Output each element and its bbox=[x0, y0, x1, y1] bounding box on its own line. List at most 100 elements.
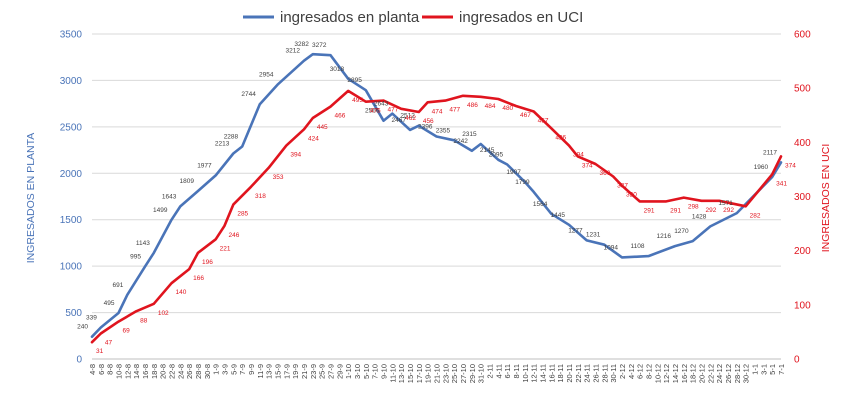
x-tick-label: 20-12 bbox=[698, 364, 707, 383]
data-label-planta: 1094 bbox=[604, 244, 619, 251]
data-label-uci: 353 bbox=[273, 174, 284, 181]
data-label-planta: 1270 bbox=[674, 228, 689, 235]
data-label-uci: 360 bbox=[600, 170, 611, 177]
data-label-uci: 292 bbox=[706, 207, 717, 214]
x-tick-label: 22-11 bbox=[574, 364, 583, 383]
x-tick-label: 29-9 bbox=[335, 364, 344, 379]
data-label-planta: 1564 bbox=[533, 201, 548, 208]
x-tick-label: 23-9 bbox=[309, 364, 318, 379]
x-tick-label: 16-12 bbox=[680, 364, 689, 383]
data-label-uci: 320 bbox=[626, 192, 637, 199]
x-tick-label: 10-11 bbox=[521, 364, 530, 383]
data-label-uci: 337 bbox=[617, 182, 628, 189]
x-tick-label: 28-12 bbox=[733, 364, 742, 383]
x-tick-label: 18-12 bbox=[689, 364, 698, 383]
x-tick-label: 2-11 bbox=[486, 364, 495, 378]
series-line-uci bbox=[90, 89, 783, 344]
x-tick-label: 6-8 bbox=[97, 364, 106, 375]
data-label-uci: 456 bbox=[423, 118, 434, 125]
y-tick-right: 100 bbox=[794, 300, 811, 311]
x-tick-label: 11-9 bbox=[256, 364, 265, 378]
x-tick-label: 13-10 bbox=[397, 364, 406, 383]
y-axis-title-left: INGRESADOS EN PLANTA bbox=[25, 133, 37, 264]
x-tick-label: 5-10 bbox=[362, 364, 371, 379]
y-tick-left: 3500 bbox=[60, 30, 83, 41]
x-tick-label: 1-9 bbox=[212, 364, 221, 375]
data-label-planta: 2512 bbox=[400, 113, 415, 120]
y-tick-right: 500 bbox=[794, 84, 811, 95]
data-label-uci: 291 bbox=[670, 207, 681, 214]
data-label-uci: 341 bbox=[776, 180, 787, 187]
x-tick-label: 1-1 bbox=[751, 364, 760, 375]
y-tick-right: 200 bbox=[794, 246, 811, 257]
data-label-planta: 3018 bbox=[330, 66, 345, 73]
legend: ingresados en planta ingresados en UCI bbox=[243, 9, 583, 26]
x-tick-label: 15-9 bbox=[274, 364, 283, 379]
x-tick-label: 19-9 bbox=[291, 364, 300, 379]
data-label-uci: 445 bbox=[317, 124, 328, 131]
data-label-uci: 298 bbox=[688, 204, 699, 211]
data-labels: 2403394956919951143149916431809197722132… bbox=[77, 41, 796, 355]
y-tick-right: 300 bbox=[794, 192, 811, 203]
x-tick-label: 10-12 bbox=[653, 364, 662, 383]
x-tick-label: 28-11 bbox=[600, 364, 609, 383]
left-axis-ticks: 0 500 1000 1500 2000 2500 3000 3500 bbox=[60, 30, 83, 366]
data-label-uci: 374 bbox=[785, 162, 796, 169]
y-axis-title-right: INGRESADOS EN UCI bbox=[820, 144, 832, 253]
data-label-uci: 480 bbox=[502, 105, 513, 112]
data-label-uci: 102 bbox=[158, 310, 169, 317]
y-tick-left: 1000 bbox=[60, 262, 83, 273]
data-label-planta: 691 bbox=[112, 282, 123, 289]
x-tick-label: 15-10 bbox=[406, 364, 415, 383]
x-tick-label: 11-10 bbox=[388, 364, 397, 383]
data-label-planta: 1143 bbox=[136, 240, 150, 247]
x-tick-label: 5-1 bbox=[768, 364, 777, 375]
data-label-planta: 2467 bbox=[392, 117, 407, 124]
x-tick-label: 24-11 bbox=[583, 364, 592, 383]
data-label-uci: 140 bbox=[176, 289, 187, 296]
y-tick-right: 600 bbox=[794, 30, 811, 41]
data-label-uci: 285 bbox=[237, 211, 248, 218]
data-label-planta: 2117 bbox=[763, 149, 777, 156]
data-label-planta: 1907 bbox=[506, 169, 521, 176]
x-tick-label: 7-10 bbox=[371, 364, 380, 379]
x-tick-label: 3-10 bbox=[353, 364, 362, 379]
y-tick-right: 0 bbox=[794, 355, 800, 366]
data-label-planta: 3212 bbox=[286, 48, 301, 55]
x-tick-label: 8-12 bbox=[645, 364, 654, 379]
y-tick-left: 3000 bbox=[60, 76, 83, 87]
data-label-planta: 995 bbox=[130, 254, 141, 261]
x-tick-label: 4-8 bbox=[88, 364, 97, 375]
x-tick-label: 12-8 bbox=[123, 364, 132, 379]
x-tick-label: 6-11 bbox=[503, 364, 512, 378]
data-label-planta: 2355 bbox=[436, 127, 451, 134]
data-label-uci: 477 bbox=[388, 107, 399, 114]
x-tick-label: 5-9 bbox=[229, 364, 238, 375]
x-tick-label: 27-9 bbox=[327, 364, 336, 379]
data-label-uci: 424 bbox=[308, 135, 319, 142]
x-tick-label: 3-9 bbox=[221, 364, 230, 375]
data-label-planta: 2095 bbox=[489, 151, 504, 158]
series-lines bbox=[90, 52, 783, 344]
x-tick-label: 30-12 bbox=[742, 364, 751, 383]
x-tick-label: 17-10 bbox=[415, 364, 424, 383]
x-tick-label: 14-8 bbox=[132, 364, 141, 379]
data-label-planta: 3282 bbox=[294, 41, 309, 48]
data-label-uci: 394 bbox=[573, 152, 584, 159]
x-tick-label: 12-11 bbox=[530, 364, 539, 383]
x-tick-label: 19-10 bbox=[424, 364, 433, 383]
data-label-uci: 221 bbox=[220, 245, 231, 252]
data-label-planta: 1799 bbox=[515, 179, 530, 186]
data-label-planta: 2566 bbox=[365, 108, 380, 115]
data-label-planta: 1977 bbox=[197, 162, 212, 169]
data-label-planta: 1231 bbox=[586, 232, 601, 239]
data-label-uci: 495 bbox=[352, 97, 363, 104]
data-label-planta: 1277 bbox=[568, 227, 583, 234]
data-label-uci: 166 bbox=[193, 275, 204, 282]
data-label-planta: 2744 bbox=[241, 91, 256, 98]
right-axis-ticks: 0 100 200 300 400 500 600 bbox=[794, 30, 811, 366]
data-label-uci: 292 bbox=[723, 207, 734, 214]
x-tick-label: 22-8 bbox=[168, 364, 177, 379]
x-tick-label: 8-8 bbox=[106, 364, 115, 375]
